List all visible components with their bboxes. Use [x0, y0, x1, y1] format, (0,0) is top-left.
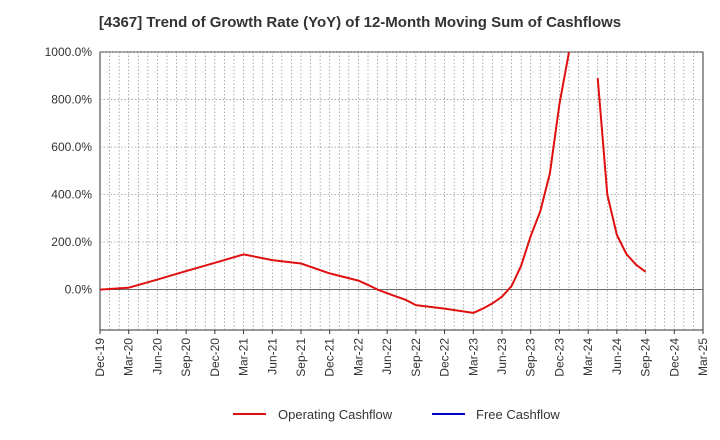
x-tick-label: Jun-24 [610, 338, 624, 375]
x-tick-label: Sep-20 [179, 338, 193, 377]
x-tick-label: Sep-22 [409, 338, 423, 377]
plot-area [99, 51, 704, 331]
x-tick-label: Dec-23 [552, 338, 566, 377]
x-tick-label: Sep-24 [639, 338, 653, 377]
x-tick-label: Mar-21 [237, 338, 251, 376]
y-tick-label: 400.0% [51, 188, 92, 202]
y-tick-label: 600.0% [51, 140, 92, 154]
x-tick-label: Dec-19 [93, 338, 107, 377]
x-tick-label: Sep-21 [294, 338, 308, 377]
x-tick-label: Dec-21 [323, 338, 337, 377]
x-tick-label: Dec-24 [667, 338, 681, 377]
y-tick-label: 800.0% [51, 93, 92, 107]
chart-title: [4367] Trend of Growth Rate (YoY) of 12-… [98, 14, 622, 31]
x-tick-label: Mar-23 [466, 338, 480, 376]
legend-label-0: Operating Cashflow [278, 407, 393, 422]
series-line-0 [100, 52, 570, 314]
x-tick-label: Jun-21 [265, 338, 279, 375]
y-tick-label: 200.0% [51, 235, 92, 249]
x-tick-label: Jun-23 [495, 338, 509, 375]
x-tick-label: Sep-23 [524, 338, 538, 377]
legend-label-1: Free Cashflow [476, 407, 560, 422]
y-tick-label: 1000.0% [45, 45, 93, 59]
x-tick-label: Jun-20 [150, 338, 164, 375]
x-tick-label: Mar-20 [122, 338, 136, 376]
series-line-0 [596, 78, 647, 273]
x-tick-label: Mar-22 [351, 338, 365, 376]
x-tick-label: Dec-22 [438, 338, 452, 377]
x-tick-label: Dec-20 [208, 338, 222, 377]
x-tick-label: Mar-25 [696, 338, 710, 376]
x-tick-label: Jun-22 [380, 338, 394, 375]
x-tick-label: Mar-24 [581, 338, 595, 376]
y-tick-label: 0.0% [65, 283, 93, 297]
